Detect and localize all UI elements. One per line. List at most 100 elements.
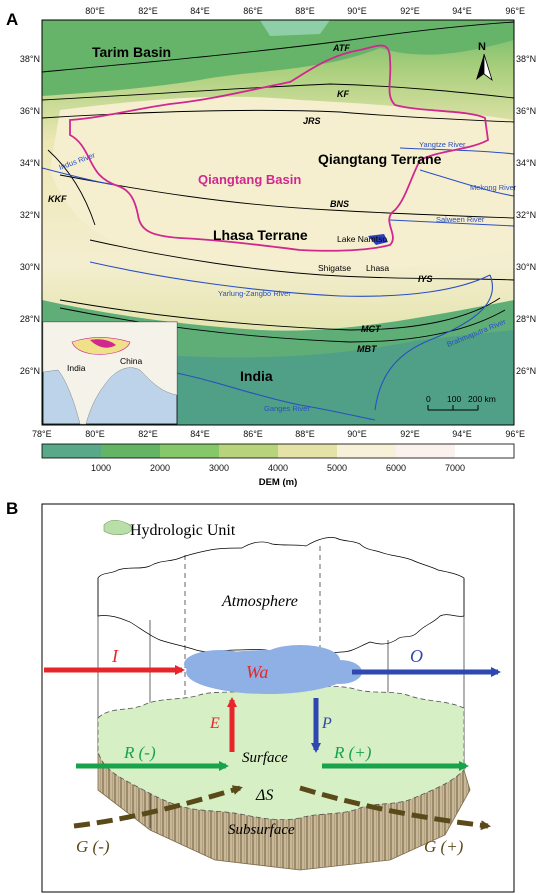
lon-tick-bottom: 88°E xyxy=(295,429,315,439)
label-lhasa-terrane: Lhasa Terrane xyxy=(213,227,308,243)
lat-tick-left: 26°N xyxy=(20,366,40,376)
label-fault-kkf: KKF xyxy=(48,194,67,204)
dem-swatch xyxy=(219,444,279,458)
tarim-basin-area xyxy=(42,20,514,96)
cloud-puff xyxy=(318,660,362,684)
lon-tick-top: 80°E xyxy=(85,6,105,16)
groundwater-out-arrow xyxy=(299,785,491,831)
label-runoff-out: R (+) xyxy=(333,743,372,762)
dem-frame xyxy=(41,443,515,459)
lake-namtso-shape xyxy=(368,234,388,245)
dem-label: 3000 xyxy=(209,463,229,473)
river-line-mekong xyxy=(419,169,515,197)
inset-label-china: China xyxy=(120,356,142,366)
lon-tick-bottom: 78°E xyxy=(32,429,52,439)
legend-label: Hydrologic Unit xyxy=(130,522,236,539)
lat-tick-left: 36°N xyxy=(20,106,40,116)
dem-label: 4000 xyxy=(268,463,288,473)
label-fault-atf: ATF xyxy=(332,43,350,53)
river-line-yangtze xyxy=(399,147,515,155)
river-lines xyxy=(41,147,515,421)
label-fault-bns: BNS xyxy=(330,199,349,209)
lat-tick-right: 36°N xyxy=(516,106,536,116)
lat-tick-left: 28°N xyxy=(20,314,40,324)
map-panel: Tarim Basin Qiangtang Terrane Qiangtang … xyxy=(41,19,517,426)
fault-line-jrs xyxy=(41,109,515,123)
lon-tick-bottom: 82°E xyxy=(138,429,158,439)
scale-label-0: 0 xyxy=(426,394,431,404)
atmospheric-water-cloud xyxy=(184,645,362,694)
label-fault-mct: MCT xyxy=(361,324,382,334)
river-line-yarlung xyxy=(89,261,491,297)
fault-line-mct xyxy=(59,297,501,331)
dem-swatch xyxy=(42,444,102,458)
tarim-light-area xyxy=(260,20,330,36)
lat-tick-left: 34°N xyxy=(20,158,40,168)
lon-tick-top: 86°E xyxy=(243,6,263,16)
cloud-puff xyxy=(184,650,256,678)
lat-tick-right: 26°N xyxy=(516,366,536,376)
india-low-area xyxy=(160,330,514,425)
lat-tick-right: 34°N xyxy=(516,158,536,168)
label-runoff-in: R (-) xyxy=(123,743,156,762)
scale-bar: 0 100 200 km xyxy=(426,394,496,411)
dem-label: 7000 xyxy=(445,463,465,473)
lat-tick-right: 30°N xyxy=(516,262,536,272)
north-arrow: N xyxy=(476,41,493,82)
label-qiangtang-terrane: Qiangtang Terrane xyxy=(318,151,442,167)
label-fault-mbt: MBT xyxy=(357,344,378,354)
label-wa: Wa xyxy=(246,662,268,682)
lon-tick-bottom: 86°E xyxy=(243,429,263,439)
lat-tick-left: 38°N xyxy=(20,54,40,64)
lon-tick-top: 92°E xyxy=(400,6,420,16)
legend-swatch xyxy=(103,519,132,536)
lat-ticks-left: 38°N 36°N 34°N 32°N 30°N 28°N 26°N xyxy=(20,54,40,376)
dem-swatch xyxy=(337,444,397,458)
lon-tick-top: 88°E xyxy=(295,6,315,16)
lon-tick-top: 82°E xyxy=(138,6,158,16)
lon-tick-top: 94°E xyxy=(452,6,472,16)
dem-label: 2000 xyxy=(150,463,170,473)
label-subsurface: Subsurface xyxy=(228,822,295,838)
lon-ticks-bottom: 78°E 80°E 82°E 84°E 86°E 88°E 90°E 92°E … xyxy=(32,429,525,439)
north-label: N xyxy=(478,41,486,53)
river-line-salween xyxy=(389,219,515,227)
label-lake-namtso: Lake Namtso xyxy=(337,234,387,244)
label-evaporation: E xyxy=(209,715,220,732)
panel-a-letter: A xyxy=(6,10,18,29)
lon-tick-top: 84°E xyxy=(190,6,210,16)
lon-tick-bottom: 84°E xyxy=(190,429,210,439)
lat-tick-right: 38°N xyxy=(516,54,536,64)
label-atmosphere: Atmosphere xyxy=(221,593,298,610)
fault-line-bns xyxy=(59,174,515,219)
dem-swatch xyxy=(101,444,161,458)
lat-tick-left: 32°N xyxy=(20,210,40,220)
inset-label-india: India xyxy=(67,363,86,373)
fault-line-kf xyxy=(41,83,515,101)
label-india: India xyxy=(240,368,273,384)
scale-label-2: 200 km xyxy=(468,394,496,404)
label-lhasa: Lhasa xyxy=(366,263,389,273)
lon-tick-bottom: 94°E xyxy=(452,429,472,439)
label-surface: Surface xyxy=(242,750,288,766)
label-river-yangtze: Yangtze River xyxy=(419,140,466,149)
label-river-yarlung: Yarlung-Zangbo River xyxy=(218,289,291,298)
river-line-ganges xyxy=(159,369,376,421)
lat-ticks-right: 38°N 36°N 34°N 32°N 30°N 28°N 26°N xyxy=(516,54,536,376)
fault-line-atf xyxy=(41,21,515,73)
groundwater-in-arrow xyxy=(73,785,243,829)
qiangtang-basin-boundary xyxy=(69,44,489,252)
legend: Hydrologic Unit xyxy=(103,519,236,539)
label-qiangtang-basin: Qiangtang Basin xyxy=(198,172,301,187)
lon-tick-bottom: 90°E xyxy=(347,429,367,439)
label-fault-jrs: JRS xyxy=(303,116,321,126)
map-frame xyxy=(41,19,515,426)
dem-swatch xyxy=(455,444,515,458)
lat-tick-right: 32°N xyxy=(516,210,536,220)
dem-title: DEM (m) xyxy=(259,477,298,488)
label-river-salween: Salween River xyxy=(436,215,485,224)
label-tarim-basin: Tarim Basin xyxy=(92,44,171,60)
fault-line-kkf xyxy=(47,149,96,226)
label-storage: ΔS xyxy=(255,787,273,804)
dem-swatch xyxy=(278,444,338,458)
